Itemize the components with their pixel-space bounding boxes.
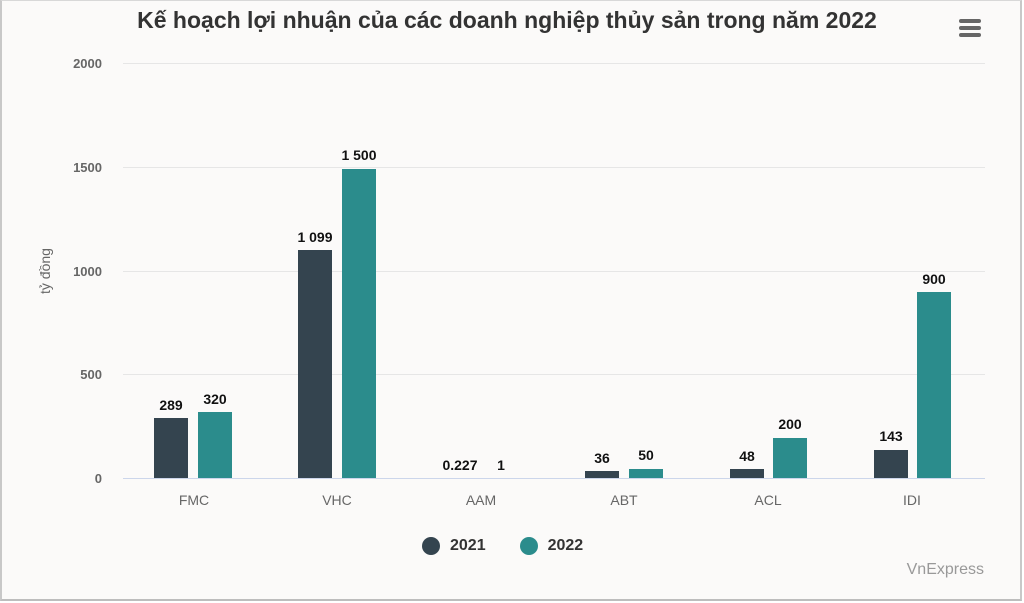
x-tick-label: ACL <box>754 492 782 508</box>
y-axis-title: tỷ đồng <box>37 248 53 294</box>
legend-label: 2022 <box>547 537 584 554</box>
chart-credit[interactable]: VnExpress <box>906 561 984 578</box>
bar-idi-2021[interactable] <box>874 450 908 478</box>
bar-abt-2021[interactable] <box>585 471 619 478</box>
bar-vhc-2021[interactable] <box>298 250 332 478</box>
chart-title: Kế hoạch lợi nhuận của các doanh nghiệp … <box>137 7 877 33</box>
data-label: 48 <box>739 448 755 464</box>
data-label: 1 500 <box>341 147 377 163</box>
y-tick-label: 1500 <box>73 160 102 175</box>
hamburger-menu-icon <box>959 19 981 23</box>
bar-abt-2022[interactable] <box>629 469 663 478</box>
bar-vhc-2022[interactable] <box>342 169 376 478</box>
gridline-500 <box>123 374 985 375</box>
bar-acl-2022[interactable] <box>773 438 807 478</box>
data-label: 0.227 <box>442 457 478 473</box>
data-label: 36 <box>594 450 610 466</box>
hamburger-menu-icon-line <box>959 33 981 37</box>
data-label: 143 <box>879 428 903 444</box>
data-label: 320 <box>203 391 227 407</box>
x-tick-label: FMC <box>178 492 210 508</box>
chart-context-menu-button[interactable] <box>952 12 988 44</box>
gridline-1000 <box>123 271 985 272</box>
x-tick-label: AAM <box>465 492 497 508</box>
legend-item-2022[interactable]: 2022 <box>519 537 584 555</box>
data-label: 200 <box>778 416 802 432</box>
gridline-1500 <box>123 167 985 168</box>
y-tick-label: 500 <box>80 367 102 382</box>
data-label: 50 <box>638 447 654 463</box>
hamburger-menu-icon-line <box>959 26 981 30</box>
chart-legend: 2021 2022 <box>422 534 617 558</box>
gridline-2000 <box>123 63 985 64</box>
x-tick-label: VHC <box>322 492 352 508</box>
y-tick-label: 2000 <box>73 56 102 71</box>
bar-fmc-2021[interactable] <box>154 418 188 478</box>
data-label: 289 <box>159 397 183 413</box>
x-tick-label: IDI <box>903 492 921 508</box>
y-tick-label: 0 <box>94 471 102 486</box>
data-label: 1 <box>497 457 505 473</box>
legend-dot-icon <box>519 537 538 555</box>
y-tick-label: 1000 <box>73 264 102 279</box>
data-label: 1 099 <box>297 229 333 245</box>
x-tick-label: ABT <box>610 492 638 508</box>
x-axis-line <box>123 478 985 479</box>
bar-idi-2022[interactable] <box>917 292 951 478</box>
data-label: 900 <box>922 271 946 287</box>
legend-label: 2021 <box>450 537 486 554</box>
bar-acl-2021[interactable] <box>730 469 764 478</box>
bar-fmc-2022[interactable] <box>198 412 232 478</box>
legend-dot-icon <box>422 537 440 555</box>
legend-item-2021[interactable]: 2021 <box>422 537 486 555</box>
